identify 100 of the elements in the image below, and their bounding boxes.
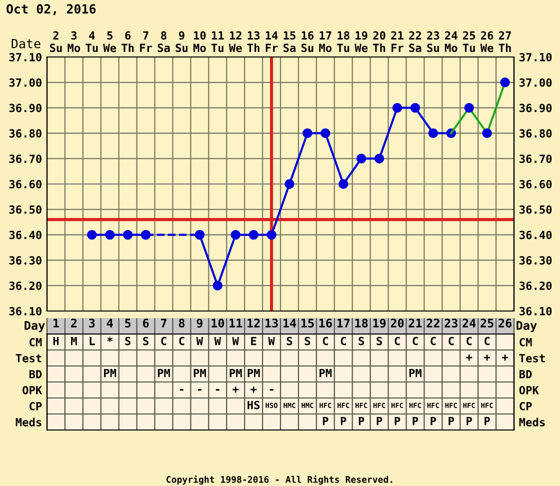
x-tick-label: 13 Th xyxy=(247,31,260,52)
y2-tick-label: 36.20 xyxy=(520,282,552,290)
y-tick-label: Meds xyxy=(16,418,42,426)
text: S xyxy=(286,336,292,346)
text: P xyxy=(358,416,364,426)
text: + xyxy=(232,386,239,393)
text: W xyxy=(232,336,239,346)
y-tick-label: CP xyxy=(30,402,42,410)
y-tick-label: BD xyxy=(29,370,42,378)
y-tick-label: 37.10 xyxy=(9,52,42,62)
x-tick-label: 27 Th xyxy=(498,31,511,52)
text: - xyxy=(198,389,202,391)
chart-title: Oct 02, 2016 xyxy=(6,4,96,16)
point xyxy=(140,230,151,240)
x-tick-label: 20 xyxy=(390,318,404,328)
text: P xyxy=(322,416,328,426)
y2-tick-label: Test xyxy=(519,354,545,362)
x-tick-label: 24 Mo xyxy=(444,31,458,52)
x-tick-label: 4 xyxy=(106,318,113,328)
text: Copyright 1998-2016 - All Rights Reserved. xyxy=(166,475,392,485)
text: P xyxy=(376,416,382,426)
text: PM xyxy=(320,368,332,378)
y-tick-label: CM xyxy=(30,338,42,346)
y2-tick-label: CP xyxy=(520,402,532,410)
text: - xyxy=(270,389,274,391)
y-tick-label: 36.50 xyxy=(9,205,42,214)
x-tick-label: 18 xyxy=(355,318,368,328)
x-tick-label: 3 xyxy=(89,318,95,328)
x-axis-title: Day xyxy=(24,321,45,332)
y2-tick-label: CM xyxy=(520,338,532,346)
y2-tick-label: 37.00 xyxy=(520,78,552,87)
text: P xyxy=(484,416,490,426)
y2-tick-label: 36.90 xyxy=(520,104,552,112)
x-tick-label: 8 xyxy=(178,318,185,328)
x-tick-label: 17 xyxy=(337,318,350,328)
y2-tick-label: 36.10 xyxy=(520,306,552,316)
point xyxy=(248,230,258,240)
text: HS xyxy=(248,400,260,410)
x-tick-label: 6 xyxy=(142,318,149,328)
text: P xyxy=(340,416,346,426)
x-tick-label: 5 xyxy=(125,318,131,328)
text: + xyxy=(484,354,490,361)
text: S xyxy=(358,336,364,346)
y2-tick-label: 37.10 xyxy=(520,52,552,62)
y-tick-label: 36.20 xyxy=(9,282,42,290)
x-tick-label: 23 xyxy=(444,318,458,328)
y2-tick-label: OPK xyxy=(519,386,539,394)
text: C xyxy=(322,336,328,346)
point xyxy=(87,230,97,240)
x-tick-label: 26 xyxy=(498,318,512,328)
text: H xyxy=(53,336,59,346)
text: E xyxy=(251,336,256,346)
x-tick-label: 15 xyxy=(301,318,314,328)
text: P xyxy=(430,416,436,426)
point xyxy=(266,230,276,240)
x-tick-label: 15 Sa xyxy=(283,31,296,52)
x-axis-title: Date xyxy=(12,38,40,48)
x-tick-label: 22 Sa xyxy=(409,31,422,52)
point xyxy=(105,230,115,240)
x-tick-label: 9 xyxy=(196,318,202,328)
text: S xyxy=(143,336,148,346)
point xyxy=(356,154,366,164)
point xyxy=(302,128,312,138)
y-tick-label: 37.00 xyxy=(9,78,42,87)
x-tick-label: 4 Tu xyxy=(86,31,98,52)
x-tick-label: 21 xyxy=(408,318,422,328)
text: Day xyxy=(516,321,537,332)
point xyxy=(212,280,222,290)
x-tick-label: 10 Mo xyxy=(193,31,206,52)
x-tick-label: 19 We xyxy=(354,31,368,52)
text: W xyxy=(268,336,275,346)
x-tick-label: 24 xyxy=(462,318,476,328)
x-tick-label: 6 Th xyxy=(122,31,134,52)
point xyxy=(464,102,474,113)
text: PM xyxy=(158,368,170,378)
y2-tick-label: 36.60 xyxy=(520,180,552,188)
y-tick-label: 36.30 xyxy=(9,256,42,265)
text: C xyxy=(412,336,418,346)
x-tick-label: 12 We xyxy=(228,31,242,52)
text: C xyxy=(394,336,400,346)
text: C xyxy=(430,336,436,346)
text: C xyxy=(179,336,184,346)
point xyxy=(194,230,205,240)
x-tick-label: 7 xyxy=(160,318,166,328)
text: C xyxy=(484,336,490,346)
x-tick-label: 3 Mo xyxy=(68,31,80,52)
text: + xyxy=(466,354,472,361)
y2-tick-label: BD xyxy=(520,370,532,378)
x-tick-label: 26 We xyxy=(480,31,494,52)
point xyxy=(428,128,438,138)
text: S xyxy=(304,336,310,346)
text: P xyxy=(394,416,400,426)
text: - xyxy=(180,389,184,391)
point xyxy=(374,154,384,164)
y2-tick-label: Meds xyxy=(519,418,545,426)
y-tick-label: 36.40 xyxy=(9,230,42,240)
x-tick-label: 11 xyxy=(230,318,242,328)
text: + xyxy=(502,354,508,361)
text: PM xyxy=(409,368,422,378)
text: P xyxy=(466,416,472,426)
